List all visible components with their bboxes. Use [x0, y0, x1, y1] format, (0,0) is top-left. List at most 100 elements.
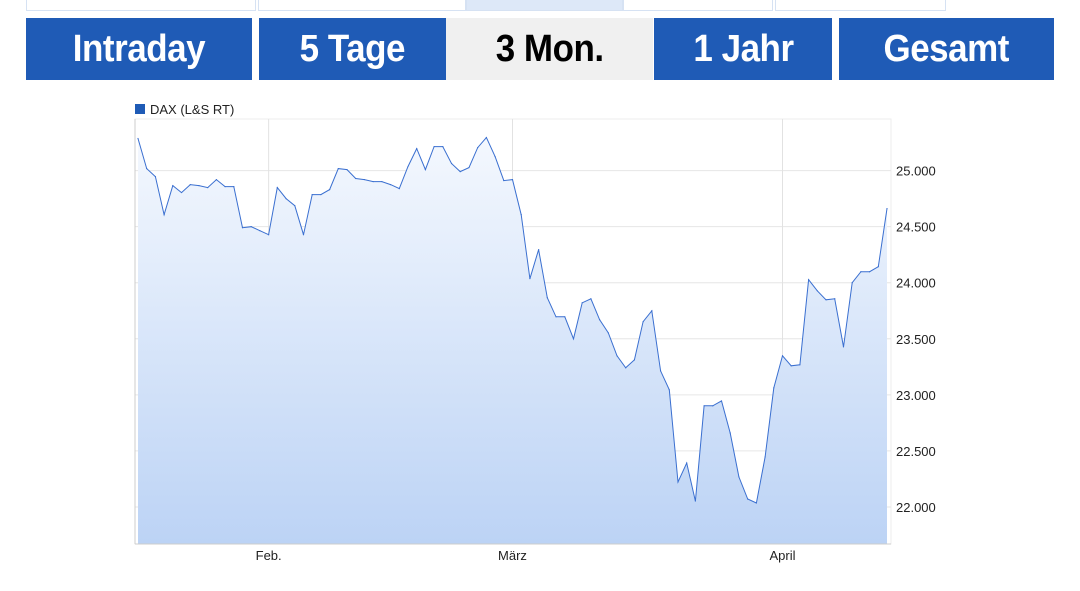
- data-point: [224, 186, 226, 188]
- data-point: [546, 297, 548, 299]
- data-point: [538, 249, 540, 251]
- area-fill: [138, 137, 887, 544]
- data-point: [381, 180, 383, 183]
- data-point: [355, 177, 357, 180]
- data-point: [398, 188, 400, 190]
- data-point: [207, 187, 209, 189]
- top-cell: [466, 0, 623, 11]
- data-point: [712, 405, 714, 407]
- data-point: [755, 502, 757, 504]
- y-tick-label: 23.000: [896, 388, 936, 403]
- data-point: [189, 184, 191, 186]
- data-point: [459, 170, 461, 173]
- data-point: [868, 271, 871, 273]
- data-point: [215, 178, 217, 181]
- data-point: [407, 165, 409, 168]
- data-point: [747, 498, 749, 500]
- data-point: [503, 179, 505, 182]
- data-point: [764, 456, 766, 458]
- tab-intraday[interactable]: Intraday: [26, 18, 252, 80]
- legend-swatch: [135, 104, 145, 114]
- tab-label: 3 Mon.: [495, 27, 604, 70]
- data-point: [651, 310, 653, 312]
- legend-label: DAX (L&S RT): [150, 102, 234, 117]
- data-point: [842, 346, 845, 348]
- top-cell: [258, 0, 466, 11]
- tab-3-mon[interactable]: 3 Mon.: [446, 18, 653, 80]
- data-point: [720, 400, 723, 402]
- y-axis: 25.000 24.500 24.000 23.500 23.000 22.500 22.0…: [896, 164, 936, 515]
- data-point: [337, 167, 339, 170]
- data-point: [799, 364, 801, 366]
- data-point: [607, 332, 609, 334]
- data-point: [572, 338, 575, 340]
- data-point: [860, 271, 862, 273]
- data-point: [738, 476, 740, 478]
- data-point: [851, 282, 853, 284]
- data-point: [241, 227, 244, 229]
- data-point: [581, 302, 583, 304]
- y-tick-label: 24.500: [896, 220, 936, 235]
- data-point: [642, 321, 644, 323]
- tab-label: Gesamt: [883, 27, 1010, 70]
- tab-label: Intraday: [72, 27, 206, 70]
- data-point: [433, 145, 435, 148]
- data-point: [564, 316, 566, 318]
- data-point: [372, 180, 374, 183]
- data-point: [163, 214, 165, 216]
- tab-label: 1 Jahr: [692, 27, 794, 70]
- data-point: [677, 481, 679, 483]
- legend: DAX (L&S RT): [135, 102, 234, 117]
- data-point: [511, 178, 514, 181]
- data-point: [494, 155, 496, 158]
- y-tick-label: 22.500: [896, 444, 936, 459]
- y-tick-label: 24.000: [896, 276, 936, 291]
- data-point: [790, 365, 792, 367]
- data-point: [442, 145, 444, 148]
- data-point: [825, 299, 827, 301]
- data-point: [808, 279, 810, 281]
- data-point: [311, 193, 313, 196]
- plot-area: [137, 136, 888, 544]
- data-point: [172, 185, 174, 187]
- data-point: [686, 462, 688, 464]
- tab-gesamt[interactable]: Gesamt: [839, 18, 1054, 80]
- x-tick-label: März: [498, 548, 527, 563]
- x-axis: Feb. März April: [134, 119, 891, 563]
- data-point: [450, 162, 453, 165]
- data-point: [781, 355, 784, 357]
- data-point: [424, 168, 427, 171]
- data-point: [285, 198, 287, 200]
- data-point: [268, 234, 270, 236]
- tab-1-jahr[interactable]: 1 Jahr: [654, 18, 832, 80]
- data-point: [329, 189, 331, 191]
- data-point: [259, 230, 261, 232]
- data-point: [320, 193, 322, 196]
- data-point: [363, 178, 366, 181]
- data-point: [250, 226, 252, 228]
- data-point: [773, 387, 775, 389]
- data-point: [198, 185, 200, 187]
- data-point: [146, 167, 148, 170]
- data-point: [137, 137, 139, 140]
- dax-chart: DAX (L&S RT) 25.000 24.500 24.000 23.500 23.…: [134, 102, 936, 563]
- x-tick-label: Feb.: [256, 548, 282, 563]
- data-point: [625, 367, 627, 369]
- data-point: [416, 148, 418, 150]
- data-point: [555, 316, 557, 318]
- data-point: [233, 186, 235, 188]
- data-point: [477, 146, 479, 149]
- data-point: [294, 205, 296, 207]
- data-point: [485, 136, 487, 139]
- y-tick-label: 25.000: [896, 164, 936, 179]
- data-point: [180, 191, 183, 194]
- y-tick-label: 22.000: [896, 500, 936, 515]
- data-point: [703, 405, 705, 407]
- tab-label: 5 Tage: [299, 27, 406, 70]
- data-point: [659, 370, 662, 372]
- tab-5-tage[interactable]: 5 Tage: [259, 18, 446, 80]
- data-point: [346, 168, 348, 171]
- data-point: [598, 319, 601, 321]
- data-point: [616, 355, 618, 357]
- x-tick-label: April: [769, 548, 795, 563]
